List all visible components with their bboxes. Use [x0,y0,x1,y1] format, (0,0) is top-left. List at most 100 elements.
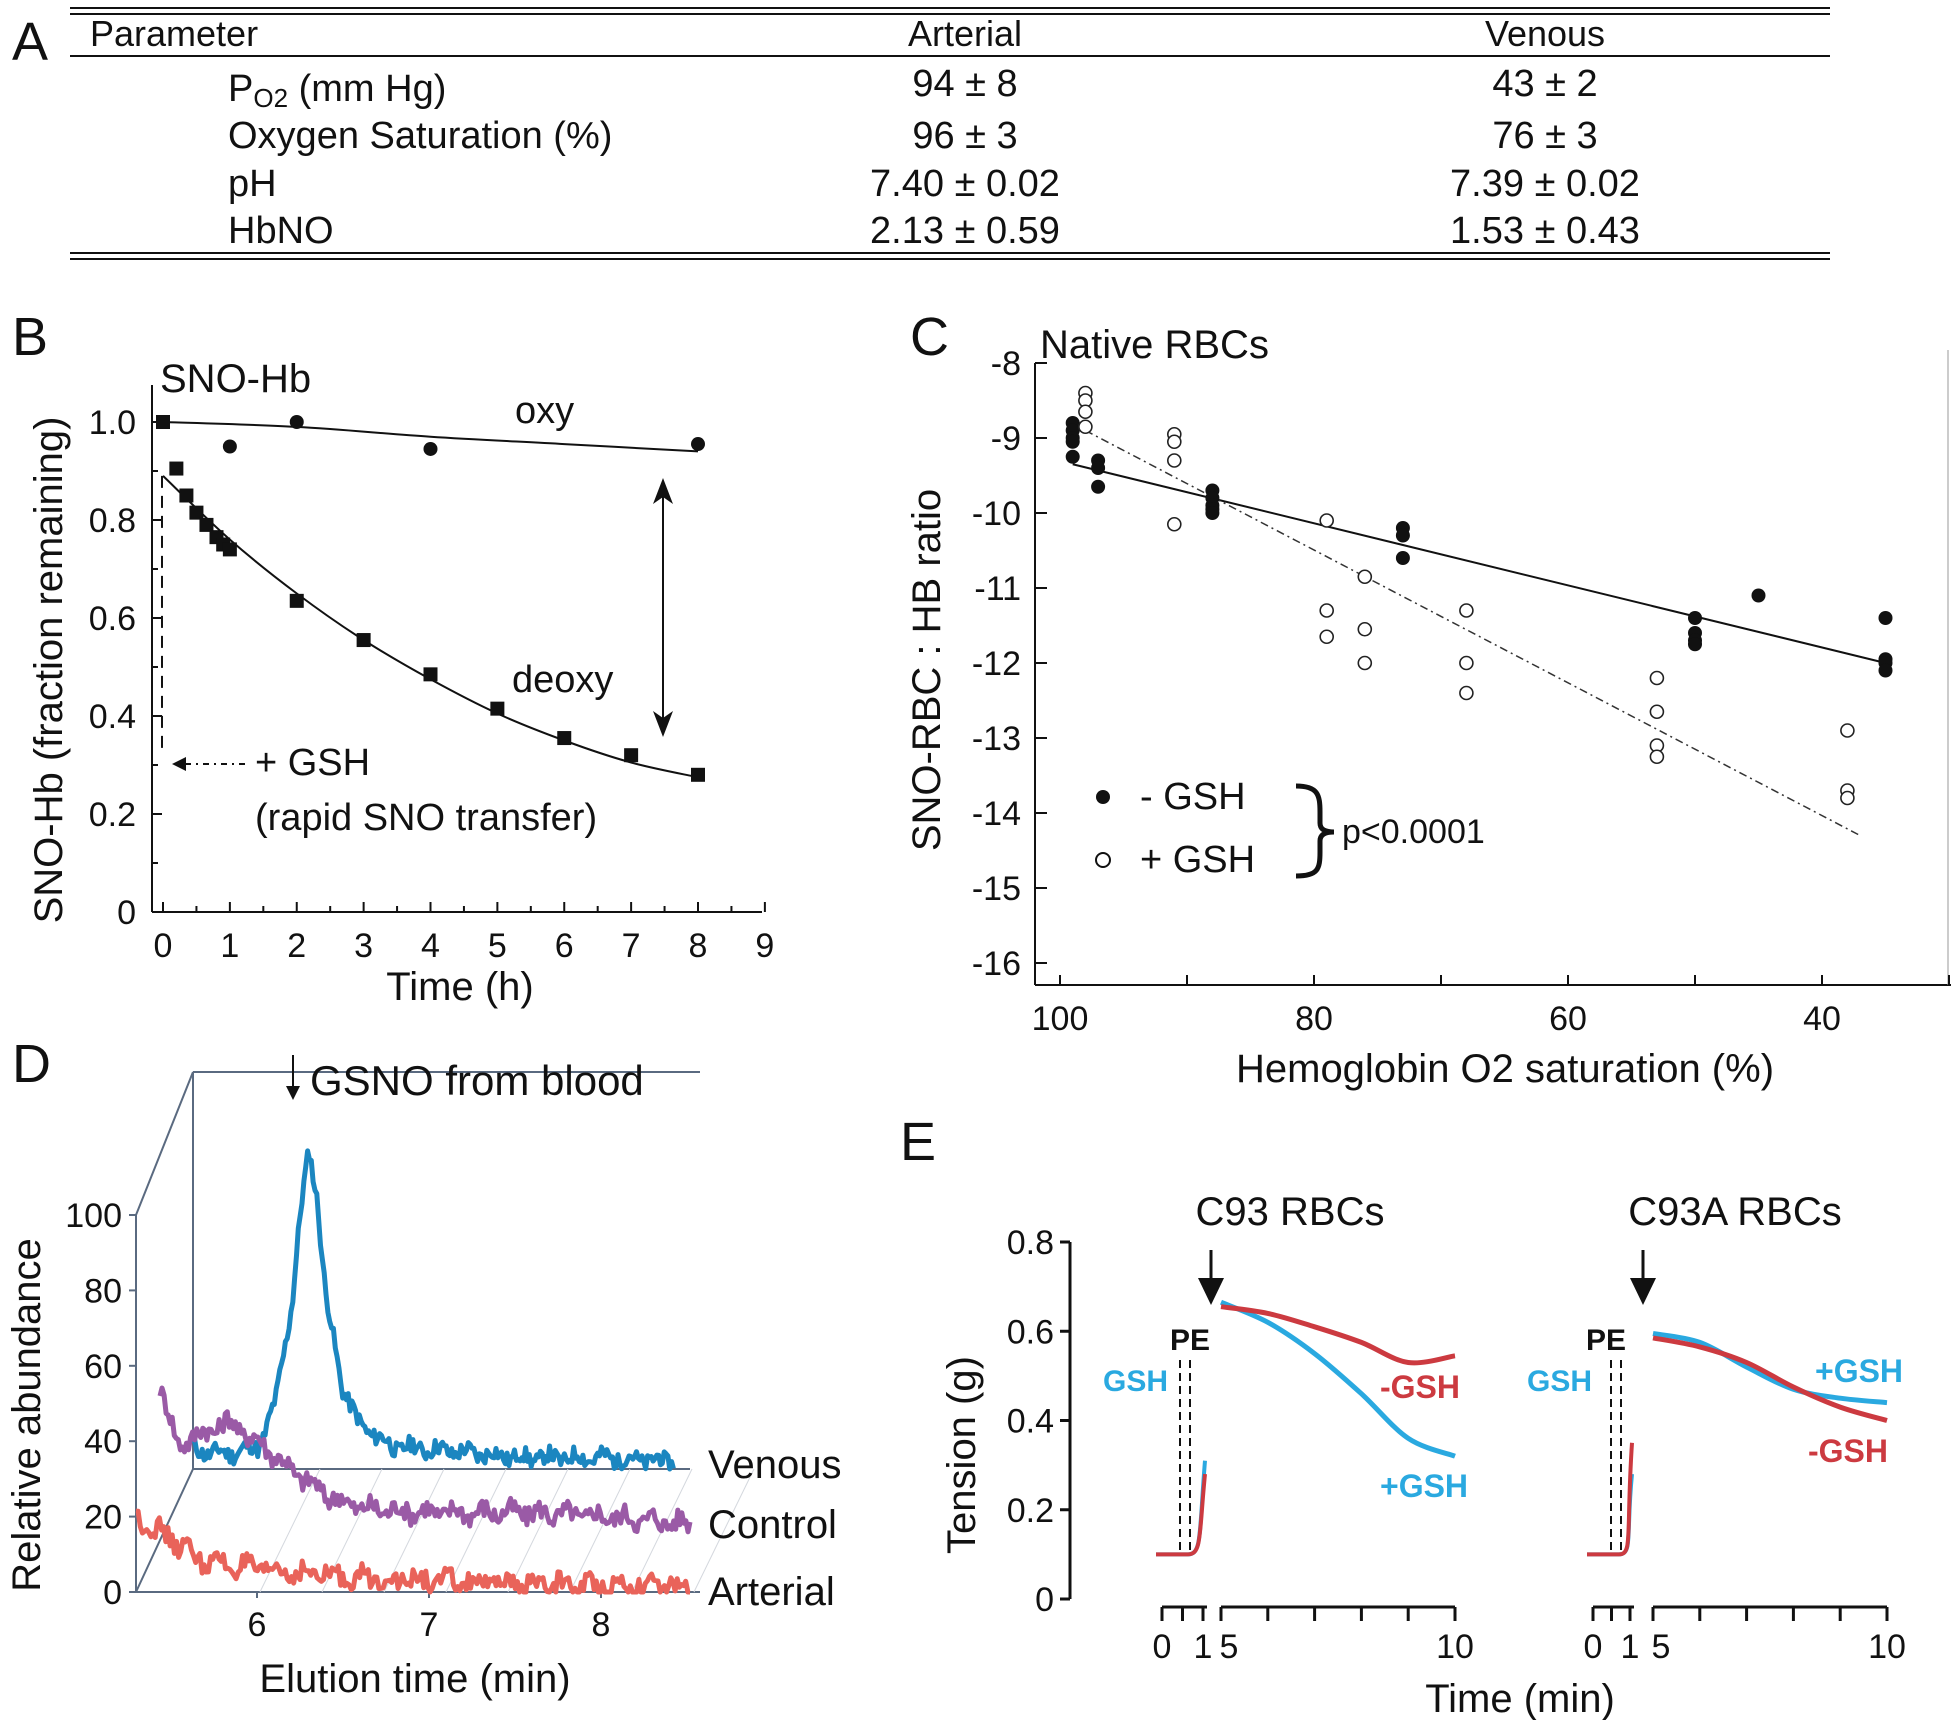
y-tick-label-e: 0.2 [1007,1492,1054,1530]
perspective-guide [693,1468,755,1593]
legend-label-plus-gsh: + GSH [1140,839,1255,881]
y-tick-label-d: 80 [84,1272,122,1310]
x-axis-label-e: Time (min) [1425,1677,1615,1720]
label-pe-c93: PE [1170,1324,1210,1357]
gsno-arrow-head [286,1086,300,1100]
x-tick-label-b: 7 [622,927,641,965]
data-point-plus-gsh [1319,629,1334,645]
data-point-minus-gsh [1065,449,1080,464]
y-tick-label-c: -9 [991,420,1021,458]
x-tick-label-e: 5 [1652,1628,1671,1666]
trace--GSH [1652,1335,1888,1423]
fit-line-oxy [162,421,699,453]
data-point-plus-gsh [1459,655,1474,671]
trace-rise-+GSH [1587,1473,1634,1557]
data-point-plus-gsh [1649,670,1665,686]
y-tick-label-c: -13 [972,720,1021,758]
label-gsh-c93: GSH [1103,1365,1168,1398]
data-point-plus-gsh [1840,723,1855,738]
trace--GSH [1220,1304,1456,1366]
annotation-gsh: + GSH [255,742,370,784]
data-point-plus-gsh [1167,453,1182,468]
annotation-gsh-note: (rapid SNO transfer) [255,797,597,839]
y-tick-label-d: 60 [84,1348,122,1386]
x-axis-label-b: Time (h) [386,965,533,1009]
data-point-deoxy [490,701,505,716]
data-point-plus-gsh [1167,516,1182,532]
trace-venous [190,1148,676,1472]
x-tick-label-b: 4 [421,927,440,965]
x-tick-label-b: 3 [354,927,373,965]
x-tick-label-e: 0 [1584,1628,1603,1666]
data-point-deoxy [222,542,237,557]
chart-e: 00.20.40.60.80 1 5 10 0 1 5 10 [1007,1224,1906,1666]
data-point-oxy [222,439,237,454]
y-tick-label-e: 0.6 [1007,1313,1054,1351]
y-tick-label-c: -11 [974,570,1021,608]
data-point-plus-gsh [1078,419,1093,435]
fit-line-minus-gsh [1072,463,1886,664]
label-plus-gsh-c93a: +GSH [1815,1353,1903,1389]
y-tick-label-b: 0.2 [89,796,136,834]
y-tick-label-c: -10 [972,495,1021,533]
x-tick-label-b: 5 [488,927,507,965]
data-point-plus-gsh [1649,749,1665,765]
data-point-deoxy [691,767,705,782]
chart-c: -8 -9 -10 -11 -12 -13 -14 -15 -16 100 80 60 40 [972,345,1951,1038]
legend-marker-plus-gsh [1095,852,1111,868]
series-label-arterial: Arterial [708,1570,835,1614]
y-tick-label-b: 0.8 [89,502,136,540]
x-axis-label-d: Elution time (min) [259,1657,570,1701]
data-point-plus-gsh [1319,603,1334,618]
y-tick-label-c: -16 [972,945,1021,983]
x-tick-label-b: 6 [555,927,574,965]
data-point-oxy [691,437,705,452]
panel-letter-c: C [910,307,949,367]
data-point-deoxy [423,667,438,682]
x-tick-label-e: 10 [1436,1628,1474,1666]
chart-d: 0 20 40 60 80 100 6 7 8 [65,1055,755,1644]
x-tick-label-e: 5 [1220,1628,1239,1666]
table-header-parameter: Parameter [90,13,258,54]
table-cell-venous: 1.53 ± 0.43 [1450,210,1640,252]
fit-line-deoxy [162,475,699,779]
legend-stat: p<0.0001 [1342,813,1485,851]
data-point-deoxy [189,505,204,520]
table-cell-parameter: HbNO [228,210,334,252]
series-label-venous: Venous [708,1443,841,1487]
y-tick-label-c: -14 [972,795,1021,833]
y-tick-label-d: 40 [84,1423,122,1461]
series-label-deoxy: deoxy [512,659,613,701]
trace-+GSH [1220,1299,1456,1459]
label-plus-gsh-c93: +GSH [1380,1468,1468,1504]
x-tick-label-b: 2 [287,927,306,965]
x-tick-label-e: 0 [1153,1628,1172,1666]
y-tick-label-b: 0.4 [89,698,136,736]
series-label-oxy: oxy [515,390,574,432]
series-label-control: Control [708,1503,837,1547]
data-point-deoxy [557,731,572,746]
x-tick-label-d: 7 [420,1606,439,1644]
table-cell-arterial: 2.13 ± 0.59 [870,210,1060,252]
panel-letter-a: A [12,12,48,72]
table-header-arterial: Arterial [908,13,1022,54]
x-tick-label-e: 1 [1621,1628,1640,1666]
x-tick-label-c: 60 [1549,1000,1587,1038]
data-point-deoxy [356,633,371,648]
y-axis-label-d: Relative abundance [5,1238,49,1592]
data-point-plus-gsh [1357,569,1373,585]
panel-letter-e: E [900,1112,936,1172]
label-minus-gsh-c93: -GSH [1380,1369,1460,1405]
x-tick-label-c: 40 [1803,1000,1841,1038]
data-point-plus-gsh [1649,704,1665,720]
y-tick-label-d: 20 [84,1499,122,1537]
y-tick-label-e: 0.8 [1007,1224,1054,1262]
data-point-minus-gsh [1395,528,1410,543]
data-point-plus-gsh [1078,404,1093,420]
data-point-deoxy [199,517,214,532]
table-cell-venous: 76 ± 3 [1492,115,1597,157]
rbc-arrow-head [1198,1278,1224,1305]
x-axis-label-c: Hemoglobin O2 saturation (%) [1236,1047,1774,1091]
y-tick-label-b: 0.6 [89,600,136,638]
